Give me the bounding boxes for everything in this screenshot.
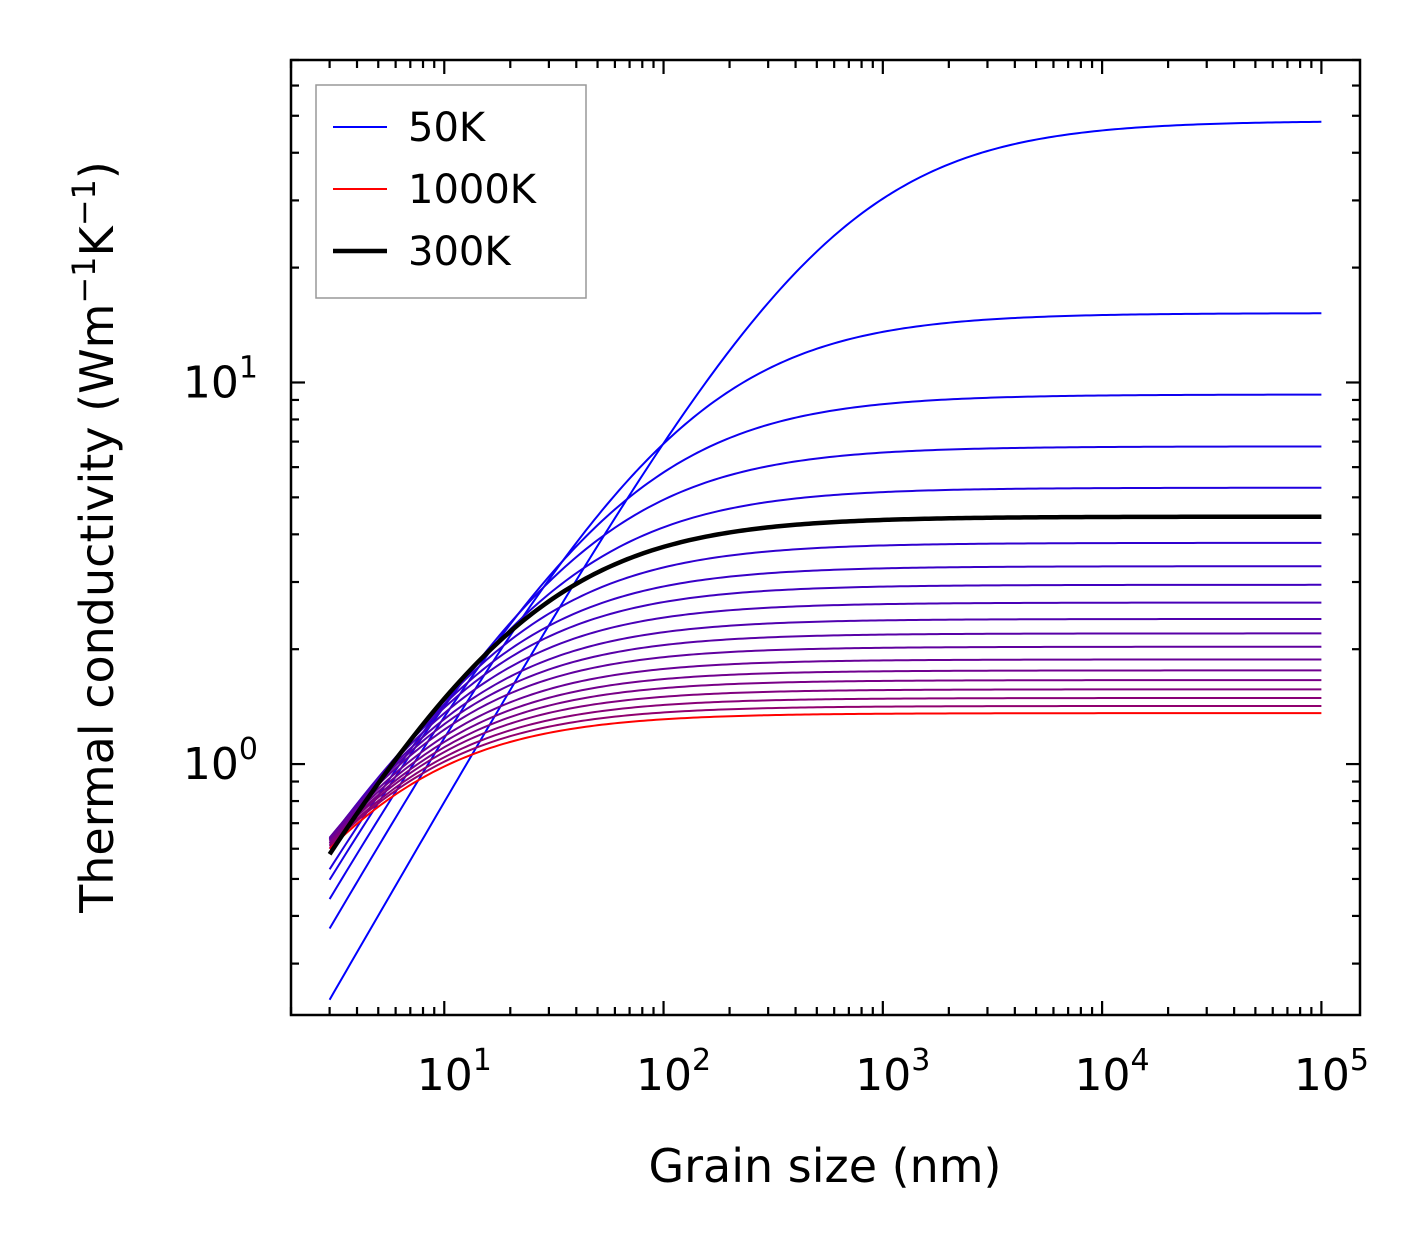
x-tick-label: 102 (636, 1043, 711, 1101)
series-layer (327, 120, 1322, 1001)
series-line-950K (328, 704, 1322, 848)
legend-box (315, 84, 587, 299)
legend-label-50K: 50K (408, 105, 487, 151)
x-tick-label: 103 (855, 1043, 930, 1101)
series-line-750K (328, 669, 1322, 842)
legend-label-300K: 300K (408, 229, 512, 275)
legend-label-1000K: 1000K (408, 167, 538, 213)
series-line-550K (328, 618, 1322, 840)
x-tick-label: 105 (1294, 1043, 1369, 1101)
y-axis-label-suffix: ) (70, 161, 124, 179)
series-line-850K (328, 688, 1322, 845)
x-axis-label: Grain size (nm) (649, 1139, 1002, 1193)
series-line-500K (328, 601, 1322, 840)
legend-entries: 50K 1000K 300K (333, 105, 538, 275)
series-line-400K (328, 565, 1322, 845)
x-tick-label: 104 (1075, 1043, 1150, 1101)
series-line-1000K (328, 712, 1322, 850)
series-line-200K (328, 445, 1322, 881)
x-tick-label: 101 (417, 1043, 492, 1101)
ticks-layer (289, 58, 1360, 1015)
series-line-650K (328, 645, 1322, 839)
series-line-350K (328, 541, 1322, 850)
series-line-450K (328, 583, 1322, 841)
plot-frame (289, 58, 1362, 1017)
series-line-800K (328, 679, 1322, 844)
y-axis-label-prefix: Thermal conductivity (Wm (70, 304, 124, 914)
series-line-100K (328, 312, 1322, 930)
series-line-300K (327, 514, 1322, 856)
y-axis-label-mid: K (70, 224, 124, 256)
y-tick-label: 100 (183, 732, 258, 790)
y-axis-label-sup2: −1 (65, 179, 103, 226)
tick-labels: 101 102 103 104 105 100 101 (183, 350, 1369, 1101)
series-line-600K (328, 632, 1322, 839)
y-axis-label-sup1: −1 (65, 256, 103, 303)
series-line-700K (328, 658, 1322, 841)
legend: 50K 1000K 300K (315, 84, 587, 299)
y-axis-label: Thermal conductivity (Wm−1K−1) (65, 161, 124, 914)
y-tick-label: 101 (183, 350, 258, 408)
series-line-900K (328, 696, 1322, 847)
